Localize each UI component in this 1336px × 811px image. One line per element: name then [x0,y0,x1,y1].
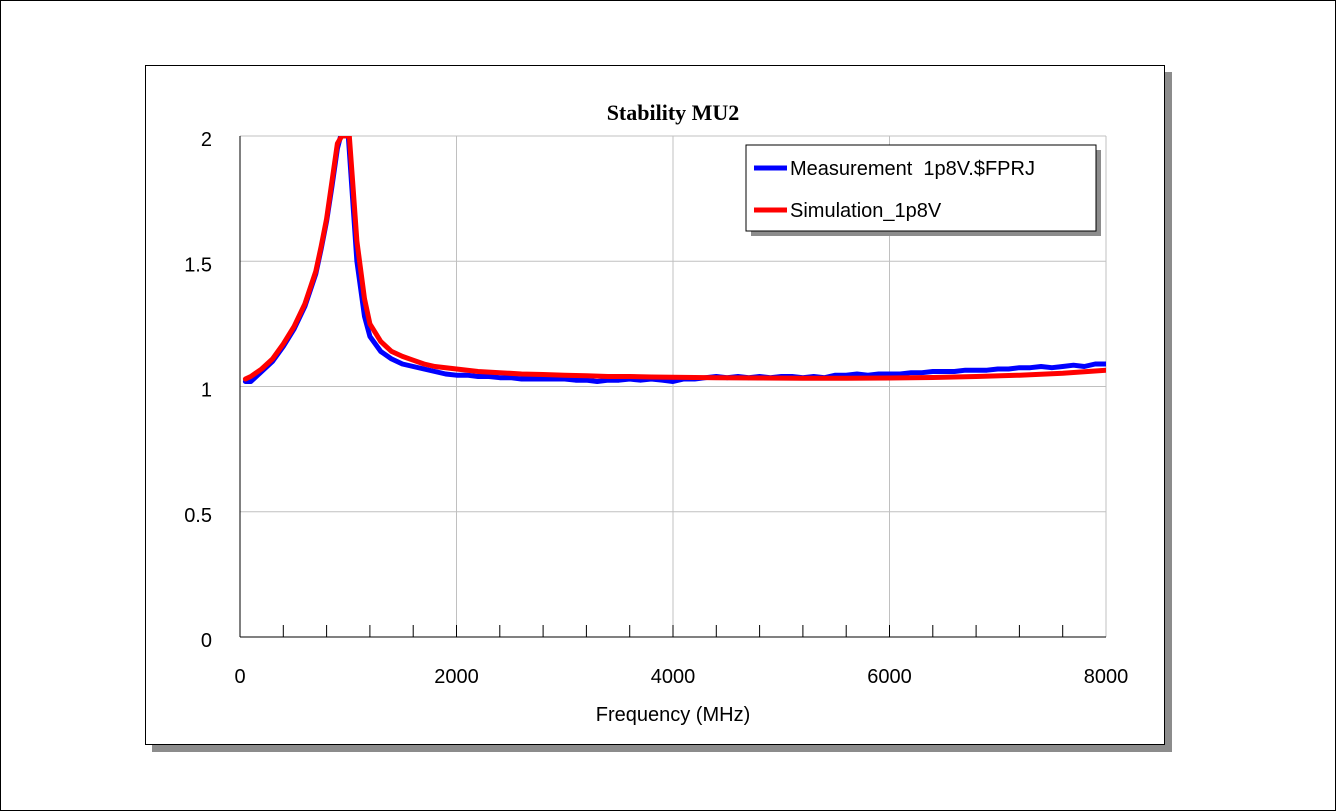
y-tick-label: 2 [201,129,212,151]
y-tick-label: 0.5 [184,505,212,527]
legend-label: Measurement 1p8V.$FPRJ [790,158,1035,180]
chart-title: Stability MU2 [607,100,740,125]
tick-labels: 0 2000 4000 6000 8000 0 0.5 1 1.5 2 [184,129,1128,688]
series-line-simulation [242,136,1106,382]
x-tick-label: 8000 [1084,666,1129,688]
series-lines [242,136,1106,384]
y-tick-label: 0 [201,630,212,652]
x-tick-label: 0 [234,666,245,688]
legend: Measurement 1p8V.$FPRJ Simulation_1p8V [745,144,1101,236]
legend-label: Simulation_1p8V [790,200,942,222]
x-axis-label: Frequency (MHz) [596,704,750,726]
x-tick-label: 6000 [867,666,912,688]
x-tick-label: 4000 [651,666,696,688]
axes [239,136,1106,638]
x-tick-label: 2000 [434,666,479,688]
y-tick-label: 1.5 [184,254,212,276]
y-tick-label: 1 [201,380,212,402]
legend-box [745,144,1097,232]
